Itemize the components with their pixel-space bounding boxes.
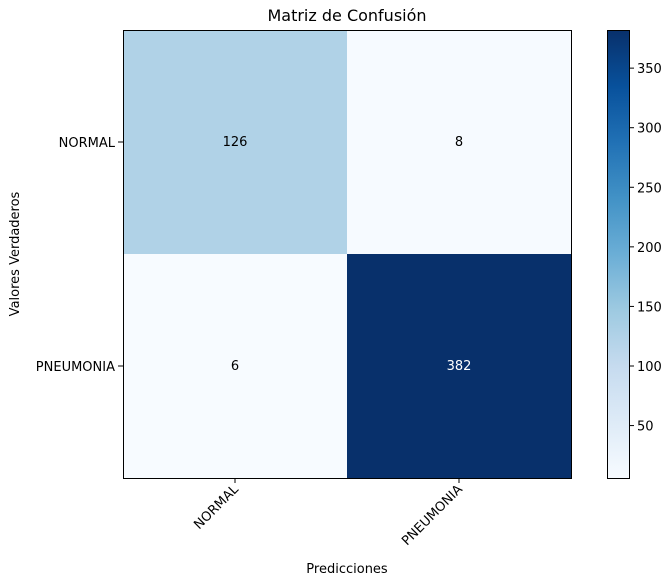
x-axis-ticks: NORMAL PNEUMONIA [191, 478, 466, 549]
chart-title: Matriz de Confusión [267, 6, 426, 25]
colorbar-tick-label: 300 [637, 122, 662, 137]
y-tick-label: PNEUMONIA [36, 360, 115, 375]
heatmap-cell-labels: 126 8 6 382 [223, 135, 472, 374]
colorbar-ticks: 50 100 150 200 250 300 350 [629, 62, 662, 435]
heatmap-cell-0-1 [347, 30, 571, 254]
colorbar-tick-label: 50 [637, 420, 654, 435]
heatmap-cell-1-0 [123, 254, 347, 478]
colorbar-tick-label: 350 [637, 62, 662, 77]
colorbar-tick-label: 250 [637, 181, 662, 196]
x-tick-label: PNEUMONIA [399, 482, 466, 549]
plot-frame [123, 30, 572, 479]
y-axis-label: Valores Verdaderos [8, 191, 23, 316]
cell-value-label: 126 [223, 135, 248, 150]
heatmap-cell-1-1 [347, 254, 571, 478]
heatmap-cell-0-0 [123, 30, 347, 254]
cell-value-label: 6 [231, 359, 239, 374]
colorbar-tick-label: 150 [637, 300, 662, 315]
x-tick-label: NORMAL [191, 482, 242, 533]
cell-value-label: 8 [455, 135, 463, 150]
y-axis-ticks: NORMAL PNEUMONIA [36, 136, 123, 375]
heatmap-cells [123, 30, 571, 478]
y-tick-label: NORMAL [59, 136, 116, 151]
cell-value-label: 382 [447, 359, 472, 374]
x-axis-label: Predicciones [306, 562, 388, 577]
colorbar-tick-label: 200 [637, 241, 662, 256]
colorbar [607, 30, 630, 479]
colorbar-tick-label: 100 [637, 360, 662, 375]
